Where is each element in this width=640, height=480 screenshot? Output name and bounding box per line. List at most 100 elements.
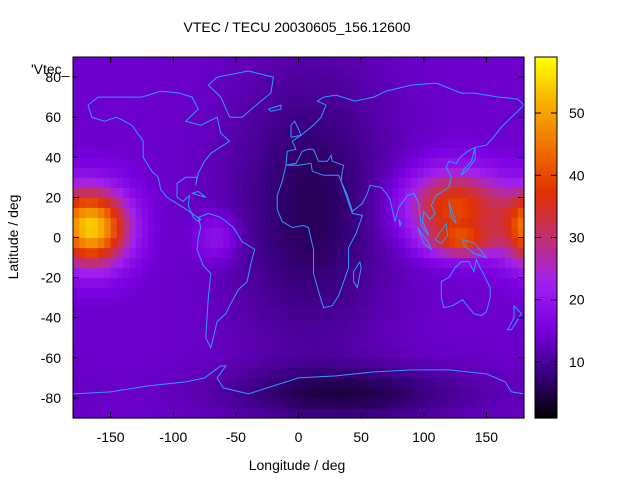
heatmap-cell xyxy=(367,257,375,269)
heatmap-cell xyxy=(348,57,356,68)
heatmap-cell xyxy=(436,247,444,259)
heatmap-cell xyxy=(116,77,124,88)
heatmap-cell xyxy=(361,57,369,68)
heatmap-cell xyxy=(98,157,105,168)
heatmap-cell xyxy=(455,257,462,269)
heatmap-cell xyxy=(461,127,469,138)
heatmap-cell xyxy=(223,387,231,399)
heatmap-cell xyxy=(217,187,224,198)
heatmap-cell xyxy=(348,377,356,389)
heatmap-cell xyxy=(166,147,174,158)
heatmap-cell xyxy=(467,97,475,108)
heatmap-cell xyxy=(480,247,488,259)
heatmap-cell xyxy=(91,327,99,339)
heatmap-cell xyxy=(423,287,431,299)
heatmap-cell xyxy=(73,157,80,168)
heatmap-cell xyxy=(442,177,450,188)
heatmap-cell xyxy=(254,307,262,319)
heatmap-cell xyxy=(129,67,137,78)
heatmap-cell xyxy=(430,97,437,108)
heatmap-cell xyxy=(511,357,519,369)
heatmap-cell xyxy=(248,227,256,239)
heatmap-cell xyxy=(141,227,149,239)
heatmap-cell xyxy=(192,197,199,209)
heatmap-cell xyxy=(110,197,118,209)
heatmap-cell xyxy=(467,137,475,148)
colorbar-swatch xyxy=(535,348,557,353)
heatmap-cell xyxy=(248,217,256,229)
heatmap-cell xyxy=(123,307,130,319)
heatmap-cell xyxy=(235,297,243,309)
heatmap-cell xyxy=(486,317,494,329)
heatmap-cell xyxy=(461,117,469,128)
heatmap-cell xyxy=(73,177,80,188)
heatmap-cell xyxy=(480,97,488,108)
heatmap-cell xyxy=(379,107,387,118)
heatmap-cell xyxy=(354,237,362,249)
heatmap-cell xyxy=(379,137,387,148)
heatmap-cell xyxy=(348,337,356,349)
heatmap-cell xyxy=(392,127,400,138)
heatmap-cell xyxy=(386,127,394,138)
heatmap-cell xyxy=(185,87,193,98)
heatmap-cell xyxy=(473,87,481,98)
heatmap-cell xyxy=(166,327,174,339)
heatmap-cell xyxy=(473,67,481,78)
heatmap-cell xyxy=(517,267,525,279)
heatmap-cell xyxy=(217,347,224,359)
heatmap-cell xyxy=(436,377,444,389)
heatmap-cell xyxy=(398,267,406,279)
heatmap-cell xyxy=(173,357,181,369)
heatmap-cell xyxy=(292,197,300,209)
heatmap-cell xyxy=(517,257,525,269)
heatmap-cell xyxy=(79,337,87,349)
heatmap-cell xyxy=(242,147,249,158)
heatmap-cell xyxy=(292,397,300,409)
heatmap-cell xyxy=(279,387,287,399)
heatmap-cell xyxy=(404,87,412,98)
heatmap-cell xyxy=(79,177,87,188)
heatmap-cell xyxy=(461,307,469,319)
heatmap-cell xyxy=(160,407,168,419)
heatmap-cell xyxy=(404,407,412,419)
heatmap-cell xyxy=(329,247,337,259)
heatmap-cell xyxy=(336,387,343,399)
heatmap-cell xyxy=(492,97,500,108)
heatmap-cell xyxy=(141,317,149,329)
colorbar-swatch xyxy=(535,279,557,284)
heatmap-cell xyxy=(311,77,318,88)
heatmap-cell xyxy=(317,117,325,128)
heatmap-cell xyxy=(430,157,437,168)
heatmap-cell xyxy=(492,117,500,128)
heatmap-cell xyxy=(430,297,437,309)
heatmap-cell xyxy=(204,157,212,168)
heatmap-cell xyxy=(160,157,168,168)
heatmap-cell xyxy=(492,57,500,68)
heatmap-cell xyxy=(511,97,519,108)
heatmap-cell xyxy=(354,267,362,279)
heatmap-cell xyxy=(98,137,105,148)
heatmap-cell xyxy=(260,347,268,359)
heatmap-cell xyxy=(386,197,394,209)
heatmap-cell xyxy=(135,167,143,178)
heatmap-cell xyxy=(298,157,306,168)
heatmap-cell xyxy=(336,377,343,389)
heatmap-cell xyxy=(242,347,249,359)
heatmap-cell xyxy=(367,247,375,259)
heatmap-cell xyxy=(379,77,387,88)
heatmap-cell xyxy=(179,67,187,78)
heatmap-cell xyxy=(91,97,99,108)
heatmap-cell xyxy=(398,357,406,369)
heatmap-cell xyxy=(260,217,268,229)
heatmap-cell xyxy=(91,57,99,68)
heatmap-cell xyxy=(411,297,419,309)
heatmap-cell xyxy=(311,337,318,349)
heatmap-cell xyxy=(267,157,275,168)
heatmap-cell xyxy=(129,287,137,299)
heatmap-cell xyxy=(279,157,287,168)
heatmap-cell xyxy=(404,97,412,108)
heatmap-cell xyxy=(442,377,450,389)
heatmap-cell xyxy=(336,177,343,188)
heatmap-cell xyxy=(148,187,156,198)
heatmap-cell xyxy=(304,287,312,299)
